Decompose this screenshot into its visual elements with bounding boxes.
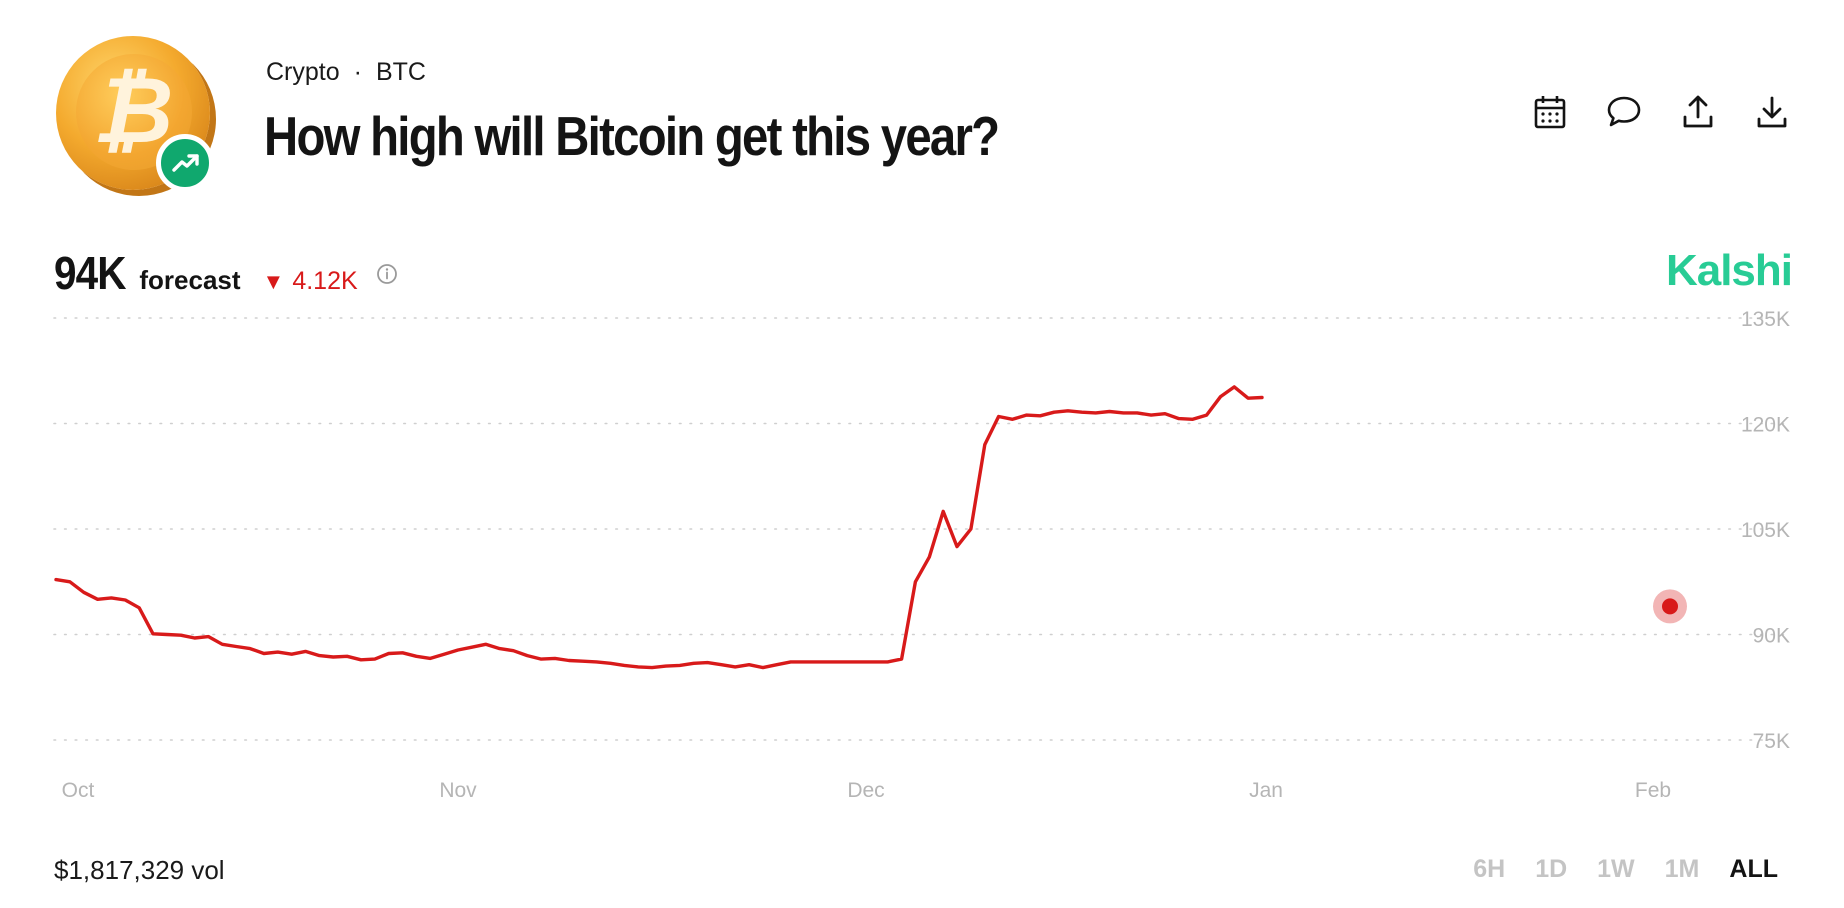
- range-option-1d[interactable]: 1D: [1535, 855, 1568, 883]
- y-tick-label: 135K: [1741, 308, 1790, 331]
- forecast-value: 94K: [54, 247, 127, 299]
- range-selector: 6H 1D 1W 1M ALL: [1473, 855, 1778, 884]
- forecast-label: forecast: [139, 265, 241, 295]
- series: [54, 385, 1264, 670]
- forecast-summary: 94K forecast ▼ 4.12K: [54, 246, 398, 300]
- y-tick-label: 120K: [1741, 414, 1790, 437]
- x-tick-label: Dec: [847, 779, 884, 802]
- forecast-change-value: 4.12K: [292, 267, 358, 295]
- breadcrumb: Crypto · BTC: [266, 58, 426, 87]
- x-tick-label: Jan: [1249, 779, 1283, 802]
- brand-logo[interactable]: Kalshi: [1665, 246, 1793, 295]
- calendar-icon[interactable]: [1530, 92, 1570, 132]
- range-option-1w[interactable]: 1W: [1597, 855, 1635, 883]
- share-icon[interactable]: [1678, 92, 1718, 132]
- comment-icon[interactable]: [1604, 92, 1644, 132]
- x-tick-label: Oct: [62, 779, 95, 802]
- range-option-1m[interactable]: 1M: [1664, 855, 1700, 883]
- header-actions: [1530, 92, 1792, 132]
- y-tick-label: 90K: [1753, 625, 1790, 648]
- breadcrumb-separator: ·: [353, 58, 362, 86]
- y-axis: 135K 120K 105K 90K 75K: [1741, 308, 1790, 753]
- forecast-change: ▼ 4.12K: [263, 267, 358, 296]
- info-icon[interactable]: [376, 263, 398, 290]
- range-option-6h[interactable]: 6H: [1473, 855, 1506, 883]
- current-marker[interactable]: [1662, 598, 1678, 615]
- volume-label: $1,817,329 vol: [54, 855, 225, 885]
- y-tick-label: 75K: [1753, 730, 1790, 753]
- breadcrumb-ticker[interactable]: BTC: [375, 58, 426, 86]
- download-icon[interactable]: [1752, 92, 1792, 132]
- series-line: [54, 385, 1264, 670]
- y-tick-label: 105K: [1741, 519, 1790, 542]
- x-tick-label: Feb: [1635, 779, 1671, 802]
- range-option-all[interactable]: ALL: [1729, 855, 1778, 883]
- bitcoin-logo: ₿: [54, 34, 220, 194]
- x-tick-label: Nov: [439, 779, 477, 802]
- bitcoin-coin-icon: ₿: [56, 36, 210, 190]
- breadcrumb-category[interactable]: Crypto: [266, 58, 340, 86]
- x-axis: Oct Nov Dec Jan Feb: [62, 779, 1671, 802]
- markers: [1653, 589, 1687, 624]
- grid-lines: [53, 317, 1791, 741]
- down-triangle-icon: ▼: [262, 269, 285, 294]
- page-title: How high will Bitcoin get this year?: [264, 105, 1000, 167]
- trending-up-icon: [156, 134, 214, 192]
